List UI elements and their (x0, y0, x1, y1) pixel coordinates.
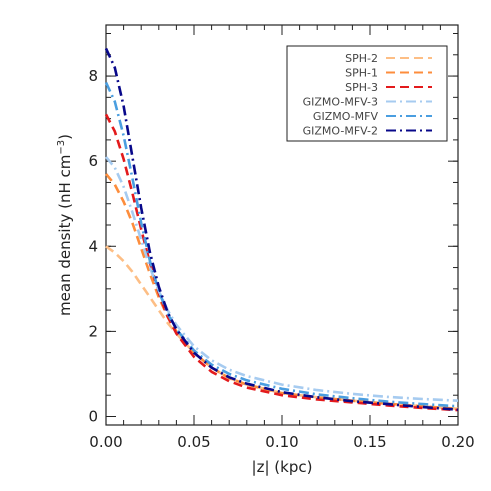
x-tick-label: 0.20 (441, 433, 474, 451)
series-line-sph-3 (104, 113, 459, 412)
y-axis-title-superscript: −3 (56, 140, 67, 155)
y-axis-title-main: mean density (nH cm (56, 155, 74, 316)
y-axis-title: mean density (nH cm−3) (56, 134, 74, 316)
x-tick-label: 0.15 (353, 433, 386, 451)
legend-label-gizmo-mfv-3: GIZMO-MFV-3 (303, 96, 378, 109)
legend-label-sph-3: SPH-3 (345, 81, 378, 94)
axis-ticks (105, 25, 459, 425)
legend-label-gizmo-mfv: GIZMO-MFV (313, 110, 379, 123)
series-line-gizmo-mfv-3 (104, 156, 459, 402)
legend-label-gizmo-mfv-2: GIZMO-MFV-2 (303, 125, 378, 138)
x-tick-labels: 0.00 0.05 0.10 0.15 0.20 (89, 433, 474, 451)
legend-label-sph-1: SPH-1 (345, 67, 378, 80)
series-line-gizmo-mfv (104, 81, 459, 408)
legend-label-sph-2: SPH-2 (345, 52, 378, 65)
legend-box (286, 45, 448, 142)
y-tick-label: 0 (88, 407, 98, 425)
y-tick-labels: 0 2 4 6 8 (88, 67, 98, 425)
y-tick-label: 2 (88, 322, 98, 340)
x-tick-label: 0.05 (177, 433, 210, 451)
y-axis-title-close: ) (56, 134, 74, 140)
series-line-gizmo-mfv-2 (104, 47, 459, 411)
x-axis-title: |z| (kpc) (252, 458, 313, 476)
y-tick-label: 4 (88, 237, 98, 255)
x-tick-label: 0.10 (265, 433, 298, 451)
y-tick-label: 6 (88, 152, 98, 170)
y-tick-label: 8 (88, 67, 98, 85)
x-tick-label: 0.00 (89, 433, 122, 451)
series-lines (104, 47, 459, 412)
